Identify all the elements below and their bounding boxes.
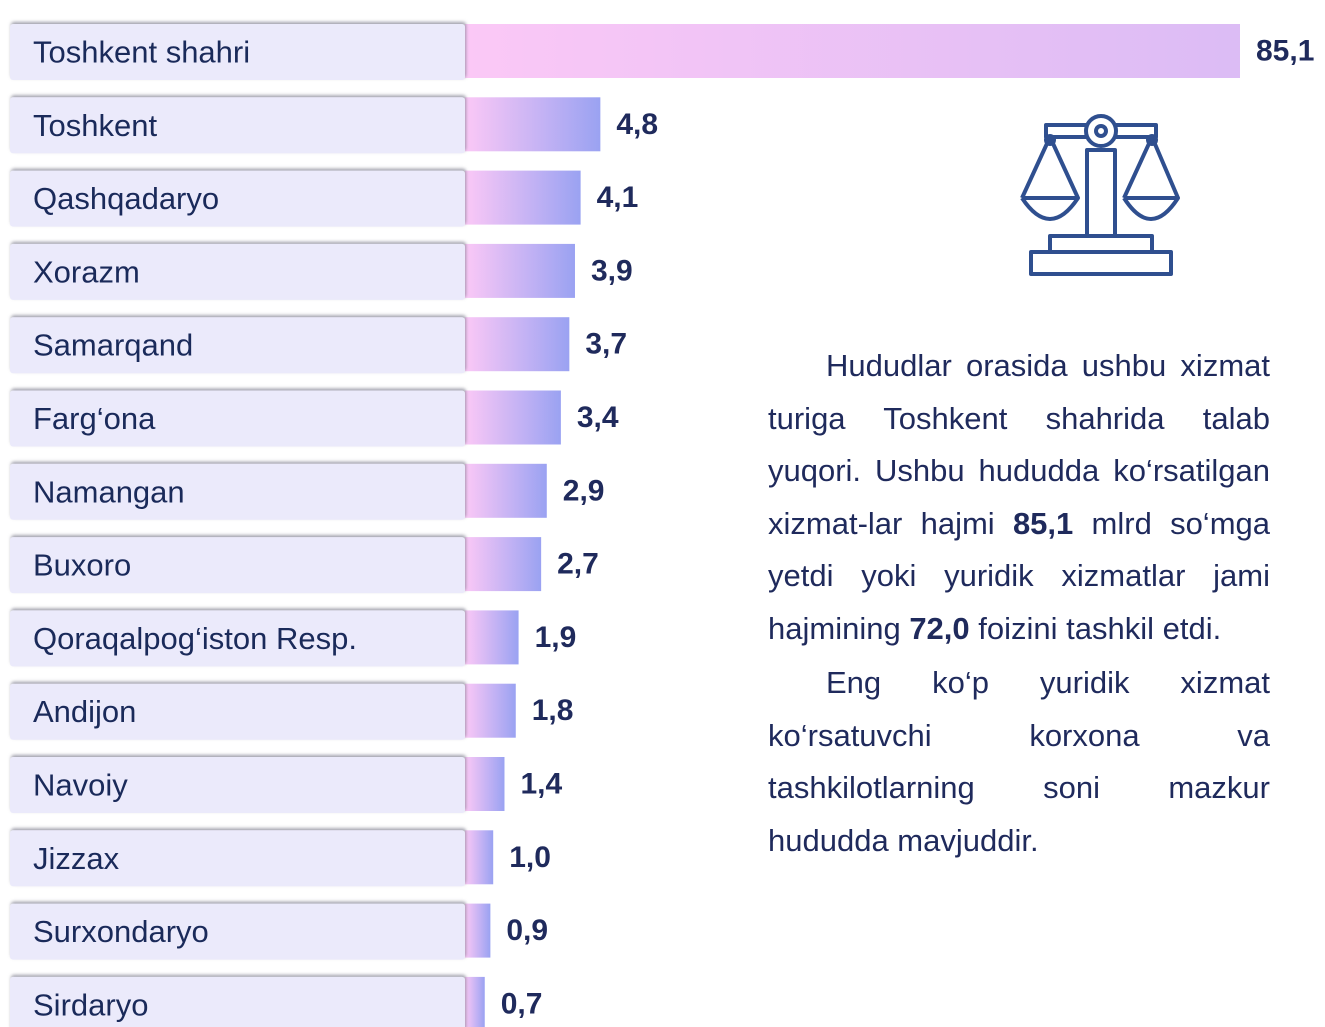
category-label: Surxondaryo (33, 914, 209, 949)
paragraph: Hududlar orasida ushbu xizmat turiga Tos… (768, 340, 1270, 655)
value-label: 1,8 (532, 694, 574, 727)
description: Hududlar orasida ushbu xizmat turiga Tos… (768, 340, 1270, 869)
value-label: 3,4 (577, 401, 619, 434)
value-label: 3,9 (591, 254, 633, 287)
value-label: 3,7 (585, 328, 627, 361)
bar (465, 24, 1240, 78)
value-label: 1,4 (520, 768, 562, 801)
bar (465, 537, 542, 592)
category-label: Jizzax (33, 841, 120, 876)
label-box (10, 390, 465, 447)
text: foizini tashkil etdi. (969, 610, 1222, 646)
category-label: Farg‘ona (33, 401, 156, 436)
category-label: Sirdaryo (33, 987, 148, 1022)
bold-text: 85,1 (1012, 505, 1074, 541)
value-label: 2,7 (557, 548, 599, 581)
category-label: Qoraqalpog‘iston Resp. (33, 621, 357, 656)
bar (465, 830, 494, 885)
value-label: 85,1 (1256, 35, 1314, 68)
bar (465, 610, 519, 665)
text: Eng ko‘p yuridik xizmat ko‘rsatuvchi kor… (768, 665, 1270, 858)
category-label: Andijon (33, 694, 136, 729)
label-box (10, 317, 465, 374)
bar (465, 97, 601, 152)
label-box (10, 97, 465, 154)
value-label: 1,0 (509, 841, 551, 874)
text: Hududlar orasida ushbu xizmat turiga Tos… (768, 348, 1270, 541)
label-box (10, 170, 465, 227)
label-box (10, 830, 465, 887)
value-label: 0,7 (501, 987, 543, 1020)
bar (465, 390, 561, 445)
label-box (10, 903, 465, 960)
bar (465, 757, 505, 811)
label-box (10, 463, 465, 520)
value-label: 1,9 (535, 621, 577, 654)
bar (465, 683, 516, 738)
value-label: 4,8 (616, 108, 658, 141)
text: mlrd so‘mga yetdi yoki yuridik xizmatlar… (768, 505, 1270, 646)
category-label: Toshkent (33, 108, 157, 143)
category-label: Buxoro (33, 548, 131, 583)
label-box (10, 610, 465, 667)
category-label: Qashqadaryo (33, 181, 219, 216)
bar (465, 317, 570, 372)
category-label: Navoiy (33, 768, 128, 803)
value-label: 2,9 (563, 474, 605, 507)
category-label: Namangan (33, 474, 185, 509)
category-label: Toshkent shahri (33, 35, 250, 70)
label-box (10, 976, 465, 1027)
category-label: Samarqand (33, 328, 193, 363)
label-box (10, 24, 465, 80)
bold-text: 72,0 (909, 610, 970, 646)
label-box (10, 537, 465, 594)
paragraph: Eng ko‘p yuridik xizmat ko‘rsatuvchi kor… (768, 657, 1270, 867)
scales-icon (1020, 114, 1180, 276)
label-box (10, 243, 465, 300)
bar (465, 463, 547, 518)
bar (465, 170, 581, 225)
category-label: Xorazm (33, 254, 140, 289)
bar (465, 903, 491, 958)
label-box (10, 757, 465, 813)
bar (465, 243, 575, 298)
label-box (10, 683, 465, 740)
bar (465, 976, 485, 1027)
value-label: 4,1 (597, 181, 639, 214)
value-label: 0,9 (506, 914, 548, 947)
